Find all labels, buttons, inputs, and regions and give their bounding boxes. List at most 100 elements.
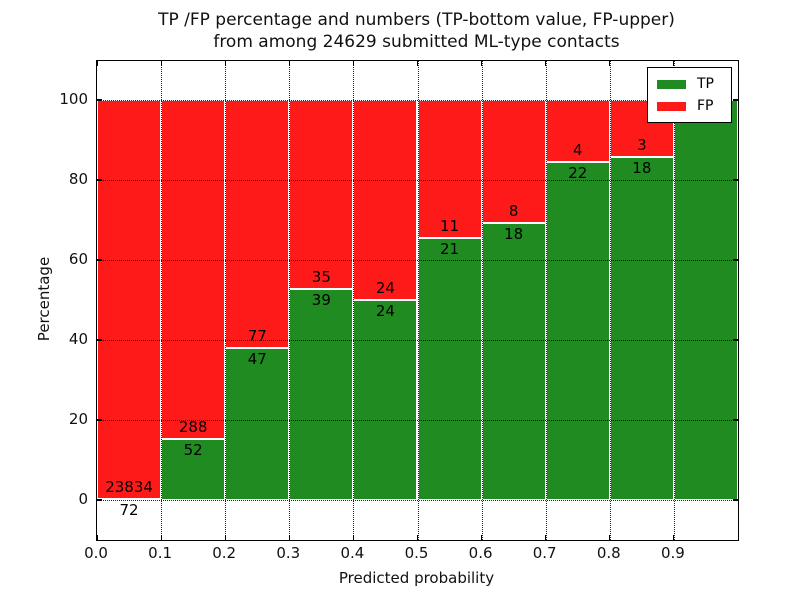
tp-count-label: 52	[183, 440, 203, 459]
y-tick-label: 40	[68, 330, 88, 348]
bar-segment-tp	[353, 300, 418, 500]
tp-count-label: 21	[440, 239, 460, 258]
x-tick-bottom	[160, 535, 162, 540]
y-tick-left	[97, 99, 102, 101]
x-tick-label: 0.9	[660, 544, 685, 562]
y-tick-left	[97, 499, 102, 501]
tp-count-label: 39	[311, 291, 331, 310]
y-tick-label: 80	[68, 170, 88, 188]
v-gridline	[289, 61, 291, 540]
tp-count-label: 24	[375, 302, 395, 320]
x-tick-top	[96, 61, 98, 66]
v-gridline	[609, 61, 611, 540]
bar-segment-tp	[289, 289, 354, 500]
y-tick-right	[733, 259, 738, 261]
fp-count-label: 4	[572, 140, 583, 159]
v-gridline	[417, 61, 419, 540]
fp-count-label: 24	[375, 279, 395, 297]
tp-swatch-icon	[657, 79, 686, 89]
x-tick-label: 0.3	[276, 544, 301, 562]
chart-title-line2: from among 24629 submitted ML-type conta…	[213, 32, 620, 52]
y-tick-right	[733, 99, 738, 101]
y-tick-right	[733, 419, 738, 421]
fp-count-label: 3	[637, 136, 647, 155]
v-gridline	[353, 61, 355, 540]
y-tick-left	[97, 259, 102, 261]
legend-item-fp: FP	[657, 95, 723, 117]
v-gridline	[481, 61, 483, 540]
fp-count-label: 288	[178, 417, 208, 436]
x-tick-label: 0.0	[84, 544, 108, 562]
x-tick-label: 0.2	[212, 544, 237, 562]
x-tick-top	[288, 61, 290, 66]
y-tick-label: 100	[59, 90, 88, 108]
x-tick-bottom	[352, 535, 354, 540]
y-tick-left	[97, 179, 102, 181]
x-tick-label: 0.5	[404, 544, 429, 562]
x-axis-label: Predicted probability	[338, 569, 495, 587]
bar-segment-fp	[97, 100, 162, 499]
x-tick-bottom	[545, 535, 547, 540]
tp-count-label: 72	[119, 500, 139, 519]
v-gridline	[161, 61, 163, 540]
legend-item-tp: TP	[657, 73, 723, 95]
x-tick-label: 0.1	[148, 544, 173, 562]
y-tick-right	[733, 499, 738, 501]
chart-title: TP /FP percentage and numbers (TP-bottom…	[96, 9, 737, 53]
x-tick-label: 0.8	[596, 544, 621, 562]
bar-segment-fp	[161, 100, 226, 439]
fp-count-label: 11	[440, 216, 460, 235]
x-tick-bottom	[224, 535, 226, 540]
fp-count-label: 77	[247, 327, 267, 346]
chart-title-line1: TP /FP percentage and numbers (TP-bottom…	[158, 10, 675, 30]
x-tick-label: 0.6	[468, 544, 493, 562]
x-tick-top	[609, 61, 611, 66]
legend-label-tp: TP	[697, 76, 714, 92]
bar-segment-tp	[481, 223, 546, 500]
y-tick-left	[97, 339, 102, 341]
x-tick-top	[481, 61, 483, 66]
y-tick-label: 60	[68, 250, 88, 268]
fp-count-label: 23834	[105, 477, 153, 496]
plot-area: 238347228852774735392424112181842231832 …	[96, 60, 739, 541]
x-tick-bottom	[481, 535, 483, 540]
x-tick-top	[673, 61, 675, 66]
tp-count-label: 18	[504, 225, 524, 244]
x-tick-top	[352, 61, 354, 66]
y-tick-label: 0	[78, 490, 88, 508]
x-tick-bottom	[96, 535, 98, 540]
tp-count-label: 47	[247, 350, 267, 369]
bar-segment-tp	[609, 157, 674, 500]
x-tick-label: 0.7	[532, 544, 557, 562]
bar-segment-fp	[225, 100, 290, 349]
bar-segment-tp	[225, 348, 290, 500]
tp-count-label: 22	[568, 163, 588, 182]
x-tick-bottom	[609, 535, 611, 540]
x-tick-bottom	[673, 535, 675, 540]
x-tick-label: 0.4	[340, 544, 365, 562]
y-tick-left	[97, 419, 102, 421]
bar-segment-tp	[545, 161, 610, 500]
bar-segment-fp	[353, 100, 418, 300]
x-tick-top	[416, 61, 419, 66]
v-gridline	[225, 61, 227, 540]
v-gridline	[673, 61, 675, 540]
x-tick-top	[224, 61, 226, 66]
legend-label-fp: FP	[697, 98, 714, 114]
y-tick-label: 20	[68, 410, 88, 428]
fp-count-label: 35	[311, 268, 331, 287]
bar-segment-tp	[673, 100, 738, 500]
tp-count-label: 18	[632, 159, 652, 178]
legend: TP FP	[647, 67, 732, 123]
y-tick-right	[733, 339, 738, 341]
fp-count-label: 8	[508, 202, 519, 221]
x-tick-bottom	[416, 535, 419, 540]
bar-segment-tp	[417, 237, 482, 500]
x-tick-top	[160, 61, 162, 66]
y-tick-right	[733, 179, 738, 181]
x-tick-top	[545, 61, 547, 66]
v-gridline	[545, 61, 547, 540]
fp-swatch-icon	[657, 101, 686, 111]
x-tick-bottom	[288, 535, 290, 540]
